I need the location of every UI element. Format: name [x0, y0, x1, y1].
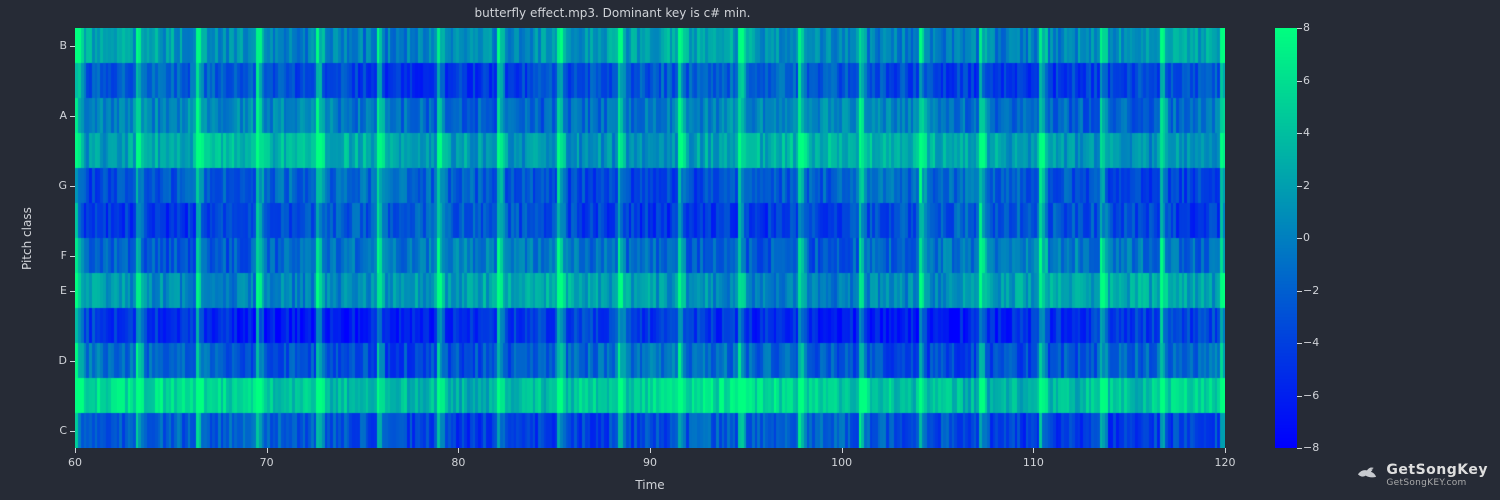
y-tick-label: F — [37, 249, 67, 262]
colorbar-tick-mark — [1297, 343, 1302, 344]
colorbar-tick-label: 4 — [1303, 126, 1310, 139]
y-tick-label: D — [37, 354, 67, 367]
x-tick-label: 110 — [1013, 456, 1053, 469]
colorbar-tick-label: −4 — [1303, 336, 1319, 349]
colorbar-tick-mark — [1297, 186, 1302, 187]
y-tick-mark — [70, 116, 75, 117]
colorbar-tick-label: 2 — [1303, 179, 1310, 192]
x-tick-label: 90 — [630, 456, 670, 469]
x-tick-mark — [267, 448, 268, 453]
colorbar-tick-mark — [1297, 448, 1302, 449]
chromagram-heatmap-canvas — [75, 28, 1225, 448]
y-tick-mark — [70, 46, 75, 47]
x-tick-mark — [650, 448, 651, 453]
y-tick-label: C — [37, 424, 67, 437]
colorbar-tick-label: −2 — [1303, 284, 1319, 297]
colorbar-tick-label: 0 — [1303, 231, 1310, 244]
y-tick-mark — [70, 256, 75, 257]
x-tick-mark — [458, 448, 459, 453]
chart-title: butterfly effect.mp3. Dominant key is c#… — [0, 6, 1225, 20]
colorbar-tick-label: 8 — [1303, 21, 1310, 34]
x-tick-label: 120 — [1205, 456, 1245, 469]
y-axis-label: Pitch class — [20, 207, 34, 270]
y-tick-label: A — [37, 109, 67, 122]
x-tick-mark — [1225, 448, 1226, 453]
chromagram-plot — [75, 28, 1225, 448]
x-axis-label: Time — [75, 478, 1225, 492]
y-tick-label: B — [37, 39, 67, 52]
colorbar-tick-label: −8 — [1303, 441, 1319, 454]
y-tick-label: G — [37, 179, 67, 192]
colorbar — [1275, 28, 1297, 448]
bird-icon — [1354, 460, 1380, 490]
watermark: GetSongKey GetSongKEY.com — [1354, 460, 1488, 490]
y-tick-mark — [70, 291, 75, 292]
colorbar-tick-label: 6 — [1303, 74, 1310, 87]
x-tick-label: 70 — [247, 456, 287, 469]
x-tick-mark — [1033, 448, 1034, 453]
colorbar-tick-mark — [1297, 396, 1302, 397]
y-tick-mark — [70, 431, 75, 432]
colorbar-tick-mark — [1297, 81, 1302, 82]
colorbar-tick-mark — [1297, 238, 1302, 239]
colorbar-tick-mark — [1297, 291, 1302, 292]
colorbar-tick-label: −6 — [1303, 389, 1319, 402]
x-tick-label: 100 — [822, 456, 862, 469]
colorbar-canvas — [1275, 28, 1297, 448]
colorbar-tick-mark — [1297, 133, 1302, 134]
watermark-title: GetSongKey — [1386, 462, 1488, 478]
watermark-subtitle: GetSongKEY.com — [1386, 478, 1488, 488]
x-tick-mark — [75, 448, 76, 453]
x-tick-label: 60 — [55, 456, 95, 469]
x-tick-mark — [842, 448, 843, 453]
colorbar-tick-mark — [1297, 28, 1302, 29]
y-tick-mark — [70, 186, 75, 187]
y-tick-label: E — [37, 284, 67, 297]
x-tick-label: 80 — [438, 456, 478, 469]
y-tick-mark — [70, 361, 75, 362]
